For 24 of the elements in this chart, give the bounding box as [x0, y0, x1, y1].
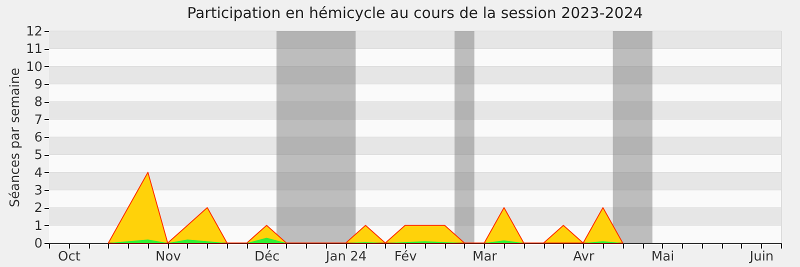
x-tick-label: Déc: [254, 250, 280, 264]
x-tick-label: Oct: [58, 250, 81, 264]
x-tick-label: Juin: [748, 250, 774, 264]
y-tick-label: 9: [34, 78, 42, 92]
y-tick-label: 6: [34, 130, 42, 146]
y-tick-label: 7: [34, 112, 42, 128]
y-tick-label: 10: [26, 60, 42, 75]
y-tick-label: 8: [34, 95, 42, 110]
x-tick-label: Mar: [472, 250, 498, 264]
x-tick-label: Mai: [651, 250, 674, 264]
y-tick-label: 12: [26, 24, 42, 40]
y-axis-title: Séances par semaine: [8, 68, 23, 208]
x-tick-label: Fév: [394, 250, 418, 264]
y-tick-label: 11: [26, 42, 42, 58]
x-tick-label: Avr: [573, 250, 595, 264]
chart-title: Participation en hémicycle au cours de la session 2023-2024: [187, 4, 643, 22]
y-tick-label: 3: [34, 184, 42, 198]
y-tick-label: 0: [34, 236, 42, 252]
x-tick-label: Nov: [156, 250, 182, 264]
x-tick-label: Jan 24: [324, 250, 367, 264]
y-tick-label: 2: [34, 201, 42, 216]
y-tick-label: 5: [34, 148, 42, 164]
y-tick-label: 4: [34, 166, 42, 181]
y-tick-label: 1: [34, 218, 42, 234]
